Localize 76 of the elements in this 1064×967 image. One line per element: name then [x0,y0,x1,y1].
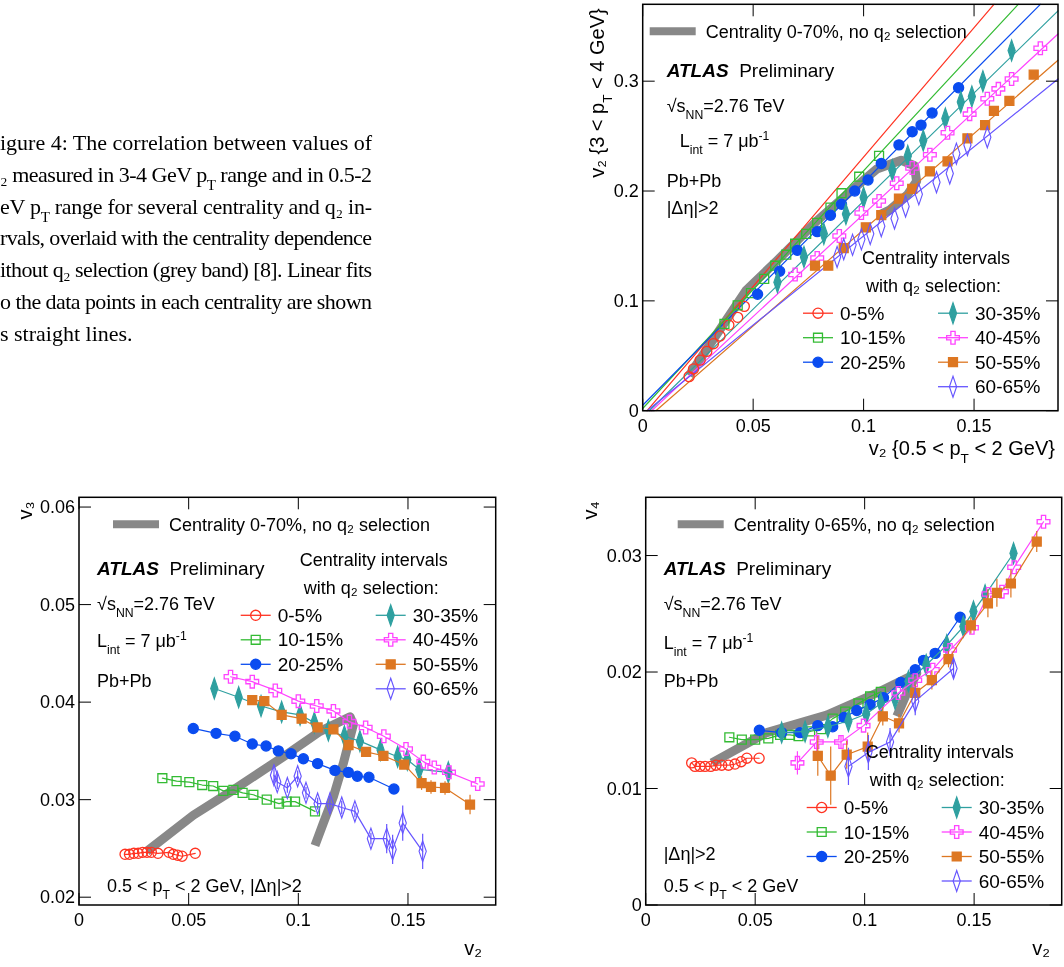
legend-title: Centrality intervals with q₂ selection: [862,247,1011,296]
annotation: √s$_{NN}$=2.76 TeV [663,593,782,620]
legend-label: 50-55% [975,351,1041,373]
annotation: Pb+Pb [663,670,719,691]
legend-label: 0-5% [840,302,885,324]
legend-label: Centrality 0-65%, no q₂ selection [733,514,995,535]
x-tick-label: 0.1 [852,910,878,930]
legend-label: 0-5% [277,604,323,626]
y-tick-label: 0.03 [39,789,75,810]
legend-title: Centrality intervals with q₂ selection: [299,549,448,598]
legend-label: 60-65% [978,870,1045,892]
legend-label: 60-65% [412,678,479,700]
x-tick-label: 0.15 [390,910,426,930]
legend-label: 40-45% [978,821,1045,843]
legend-label: 40-45% [412,629,479,651]
annotation: |Δη|>2 [666,197,719,218]
y-tick-label: 0 [631,895,642,916]
annotation: 0.5 < p$_{T}$ < 2 GeV, |Δη|>2 [107,875,302,902]
text: s straight lines. [0,320,133,346]
legend-label: 40-45% [975,327,1041,349]
x-axis-title: v₂ [1032,937,1050,959]
legend-label: Centrality 0-70%, no q₂ selection [705,21,967,42]
y-tick-label: 0.3 [613,71,639,92]
annotation: ATLAS Preliminary [96,557,265,579]
legend-label: 20-25% [840,351,906,373]
legend-label: Centrality 0-70%, no q₂ selection [169,514,431,535]
y-tick-label: 0.01 [606,778,642,799]
y-tick-label: 0.1 [613,291,639,312]
y-tick-label: 0.03 [606,545,642,566]
legend-label: 30-35% [412,604,479,626]
annotation: L$_{int}$ = 7 μb$^{-1}$ [663,630,754,659]
text: ithout q₂ selection (grey band) [8]. Linear fits [0,257,372,283]
annotation: Pb+Pb [97,670,152,691]
x-tick-label: 0.05 [735,415,771,436]
y-tick-label: 0.02 [39,887,75,908]
annotation: √s$_{NN}$=2.76 TeV [97,593,215,620]
legend-label: 10-15% [840,327,906,349]
legend-label: 20-25% [843,846,910,868]
legend-label: 50-55% [412,653,479,675]
x-tick-label: 0.1 [285,910,311,930]
x-tick-label: 0.05 [737,910,773,930]
text: eV p$_{T}$ range for several centrality and q₂ in- [0,193,372,225]
annotation: Pb+Pb [666,170,722,191]
annotation: ATLAS Preliminary [665,59,835,81]
legend-label: 50-55% [978,846,1045,868]
x-axis-title: v₂ {0.5 < p$_{T}$ < 2 GeV} [868,437,1056,466]
y-tick-label: 0.06 [39,497,75,518]
annotation: L$_{int}$ = 7 μb$^{-1}$ [97,628,187,657]
x-tick-label: 0.15 [956,910,992,930]
y-tick-label: 0.05 [39,594,75,615]
legend-label: 20-25% [277,653,344,675]
legend-label: 30-35% [975,302,1041,324]
legend-label: 60-65% [975,376,1041,398]
x-axis-title: v₂ [464,937,482,959]
legend-label: 30-35% [978,797,1045,819]
x-tick-label: 0.15 [956,415,992,436]
y-axis-title: v₄ [579,501,601,520]
text: o the data points in each centrality are shown [0,289,372,314]
annotation: 0.5 < p$_{T}$ < 2 GeV [663,875,799,902]
annotation: ATLAS Preliminary [662,557,832,579]
annotation: |Δη|>2 [663,843,716,864]
legend-label: 0-5% [843,797,889,819]
legend-label: 10-15% [843,821,910,843]
text: igure 4: The correlation between values of [0,130,373,155]
x-tick-label: 0.05 [171,910,207,930]
y-tick-label: 0 [628,401,639,421]
annotation: L$_{int}$ = 7 μb$^{-1}$ [679,128,770,157]
y-tick-label: 0.2 [613,181,639,202]
text: rvals, overlaid with the centrality dependence [0,225,372,251]
y-tick-label: 0.02 [606,662,642,683]
x-tick-label: 0.1 [851,415,877,436]
y-axis-title: v₃ [14,501,36,520]
annotation: √s$_{NN}$=2.76 TeV [666,95,785,122]
text: ₂ measured in 3-4 GeV p$_{T}$ range and in 0.5-2 [0,161,372,193]
y-tick-label: 0.04 [39,692,75,713]
legend-label: 10-15% [277,629,344,651]
